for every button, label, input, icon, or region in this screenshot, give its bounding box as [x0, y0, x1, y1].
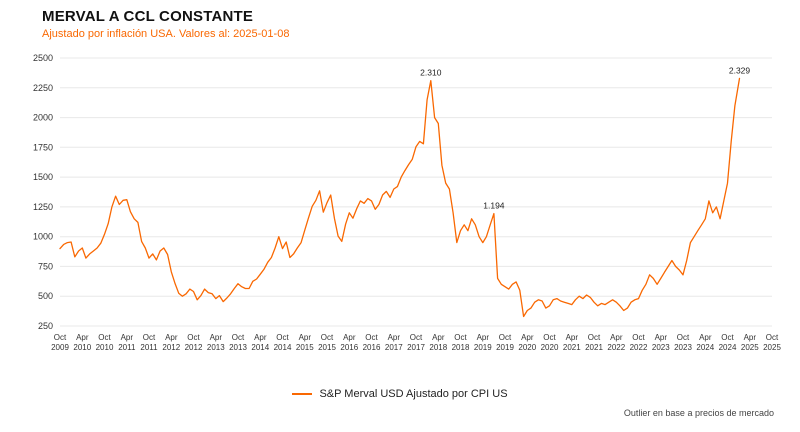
svg-text:1000: 1000 [33, 232, 53, 242]
svg-text:Apr: Apr [299, 333, 312, 342]
footnote: Outlier en base a precios de mercado [623, 408, 774, 418]
svg-text:Apr: Apr [165, 333, 178, 342]
svg-text:2020: 2020 [541, 343, 559, 352]
svg-text:500: 500 [38, 291, 53, 301]
svg-text:2011: 2011 [140, 343, 158, 352]
svg-text:Oct: Oct [54, 333, 67, 342]
legend-label: S&P Merval USD Ajustado por CPI US [319, 388, 508, 400]
svg-text:2021: 2021 [585, 343, 603, 352]
chart-canvas: 250 500 750 1000 1250 1500 1750 2000 2250 2500 Oct… [33, 53, 781, 352]
svg-text:2012: 2012 [162, 343, 180, 352]
svg-text:2017: 2017 [407, 343, 425, 352]
svg-text:Apr: Apr [76, 333, 89, 342]
svg-text:Oct: Oct [543, 333, 556, 342]
svg-text:2022: 2022 [630, 343, 648, 352]
svg-text:2020: 2020 [518, 343, 536, 352]
svg-text:1500: 1500 [33, 172, 53, 182]
svg-text:Apr: Apr [566, 333, 579, 342]
svg-text:Oct: Oct [499, 333, 512, 342]
legend: S&P Merval USD Ajustado por CPI US [0, 388, 800, 400]
svg-text:Oct: Oct [632, 333, 645, 342]
svg-text:750: 750 [38, 261, 53, 271]
svg-text:Apr: Apr [655, 333, 668, 342]
svg-text:2018: 2018 [452, 343, 470, 352]
svg-text:Apr: Apr [744, 333, 757, 342]
svg-text:Apr: Apr [210, 333, 223, 342]
svg-text:Apr: Apr [521, 333, 534, 342]
svg-text:2017: 2017 [385, 343, 403, 352]
svg-text:2025: 2025 [763, 343, 781, 352]
svg-text:2013: 2013 [207, 343, 225, 352]
svg-text:2016: 2016 [363, 343, 381, 352]
svg-text:Apr: Apr [343, 333, 356, 342]
svg-text:Oct: Oct [677, 333, 690, 342]
svg-text:Oct: Oct [321, 333, 334, 342]
svg-text:Apr: Apr [432, 333, 445, 342]
svg-text:1250: 1250 [33, 202, 53, 212]
svg-text:1750: 1750 [33, 142, 53, 152]
svg-text:Apr: Apr [388, 333, 401, 342]
svg-text:Apr: Apr [610, 333, 623, 342]
svg-text:2.310: 2.310 [420, 68, 442, 78]
svg-text:2.329: 2.329 [729, 65, 751, 75]
price-line-chart: 250 500 750 1000 1250 1500 1750 2000 2250 2500 Oct… [0, 46, 800, 362]
svg-text:2000: 2000 [33, 113, 53, 123]
svg-text:Oct: Oct [276, 333, 289, 342]
svg-text:Oct: Oct [588, 333, 601, 342]
svg-text:2016: 2016 [340, 343, 358, 352]
svg-text:2021: 2021 [563, 343, 581, 352]
svg-text:Oct: Oct [721, 333, 734, 342]
svg-text:Oct: Oct [232, 333, 245, 342]
svg-text:2012: 2012 [185, 343, 203, 352]
svg-text:2023: 2023 [652, 343, 670, 352]
svg-text:2023: 2023 [674, 343, 692, 352]
svg-text:2024: 2024 [696, 343, 714, 352]
svg-text:2014: 2014 [251, 343, 269, 352]
svg-text:Apr: Apr [254, 333, 267, 342]
svg-text:2250: 2250 [33, 83, 53, 93]
svg-text:Oct: Oct [143, 333, 156, 342]
svg-text:Apr: Apr [477, 333, 490, 342]
svg-text:2019: 2019 [474, 343, 492, 352]
svg-text:2018: 2018 [429, 343, 447, 352]
svg-text:2011: 2011 [118, 343, 136, 352]
chart-title: MERVAL A CCL CONSTANTE [42, 8, 254, 25]
svg-text:Apr: Apr [121, 333, 134, 342]
svg-text:Oct: Oct [98, 333, 111, 342]
svg-text:2015: 2015 [296, 343, 314, 352]
svg-text:2022: 2022 [607, 343, 625, 352]
svg-text:2015: 2015 [318, 343, 336, 352]
svg-text:Oct: Oct [365, 333, 378, 342]
svg-text:Oct: Oct [454, 333, 467, 342]
svg-text:Oct: Oct [410, 333, 423, 342]
svg-text:2009: 2009 [51, 343, 69, 352]
svg-text:2010: 2010 [73, 343, 91, 352]
svg-text:2500: 2500 [33, 53, 53, 63]
svg-text:2013: 2013 [229, 343, 247, 352]
svg-text:2010: 2010 [96, 343, 114, 352]
svg-text:Apr: Apr [699, 333, 712, 342]
chart-subtitle: Ajustado por inflación USA. Valores al: … [42, 28, 290, 40]
svg-text:2025: 2025 [741, 343, 759, 352]
svg-text:2019: 2019 [496, 343, 514, 352]
svg-text:Oct: Oct [766, 333, 779, 342]
svg-text:1.194: 1.194 [483, 201, 505, 211]
svg-text:250: 250 [38, 321, 53, 331]
svg-text:2014: 2014 [274, 343, 292, 352]
svg-text:Oct: Oct [187, 333, 200, 342]
legend-line-swatch [292, 393, 313, 395]
svg-text:2024: 2024 [719, 343, 737, 352]
